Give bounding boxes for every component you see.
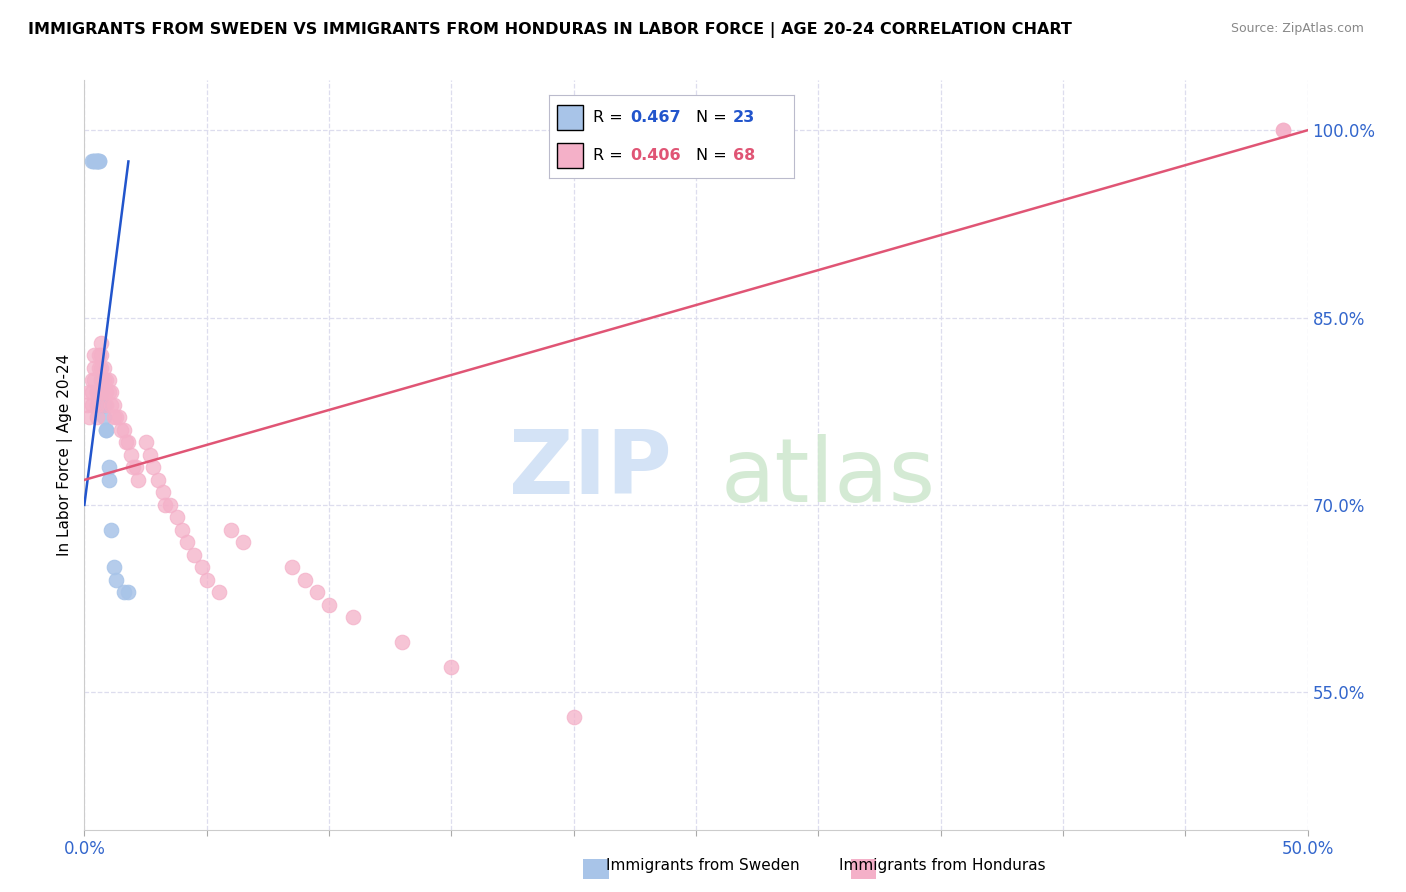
Point bbox=[281, 560, 304, 574]
Point bbox=[342, 610, 364, 624]
Point bbox=[120, 448, 142, 462]
Point bbox=[166, 510, 188, 524]
Point bbox=[191, 560, 214, 574]
Point bbox=[127, 473, 149, 487]
Text: Immigrants from Honduras: Immigrants from Honduras bbox=[839, 858, 1045, 872]
Text: IMMIGRANTS FROM SWEDEN VS IMMIGRANTS FROM HONDURAS IN LABOR FORCE | AGE 20-24 CO: IMMIGRANTS FROM SWEDEN VS IMMIGRANTS FRO… bbox=[28, 22, 1071, 38]
Point bbox=[86, 154, 108, 169]
Point bbox=[1272, 123, 1295, 137]
Point bbox=[96, 385, 118, 400]
Point bbox=[90, 373, 112, 387]
Point bbox=[80, 154, 103, 169]
Point bbox=[96, 423, 118, 437]
Point bbox=[87, 348, 110, 362]
Point bbox=[122, 460, 145, 475]
Point bbox=[183, 548, 205, 562]
Point bbox=[87, 360, 110, 375]
Point bbox=[232, 535, 254, 549]
Point bbox=[93, 360, 115, 375]
Point bbox=[87, 154, 110, 169]
Point bbox=[86, 154, 108, 169]
Point bbox=[77, 410, 100, 425]
Point bbox=[1272, 123, 1295, 137]
Point bbox=[93, 398, 115, 412]
Point bbox=[318, 598, 340, 612]
Point bbox=[90, 348, 112, 362]
Point bbox=[105, 573, 128, 587]
Point bbox=[83, 154, 105, 169]
Point bbox=[159, 498, 181, 512]
Point bbox=[117, 435, 139, 450]
Point bbox=[391, 635, 413, 649]
Text: atlas: atlas bbox=[720, 434, 935, 521]
Point bbox=[90, 335, 112, 350]
Point bbox=[90, 360, 112, 375]
Point bbox=[562, 710, 585, 724]
Point bbox=[86, 398, 108, 412]
Point bbox=[80, 373, 103, 387]
Point bbox=[153, 498, 176, 512]
Point bbox=[107, 410, 129, 425]
Point bbox=[139, 448, 162, 462]
Point bbox=[305, 585, 328, 599]
Point bbox=[83, 373, 105, 387]
Point bbox=[90, 398, 112, 412]
Y-axis label: In Labor Force | Age 20-24: In Labor Force | Age 20-24 bbox=[58, 354, 73, 556]
Point bbox=[172, 523, 194, 537]
Point bbox=[152, 485, 174, 500]
Point bbox=[93, 373, 115, 387]
Point bbox=[86, 385, 108, 400]
Text: Immigrants from Sweden: Immigrants from Sweden bbox=[606, 858, 800, 872]
Point bbox=[93, 385, 115, 400]
Point bbox=[86, 410, 108, 425]
Point bbox=[93, 398, 115, 412]
Point bbox=[219, 523, 242, 537]
Point bbox=[96, 423, 118, 437]
Point bbox=[115, 435, 138, 450]
Point bbox=[90, 373, 112, 387]
Point bbox=[83, 348, 105, 362]
Point bbox=[100, 398, 122, 412]
Point bbox=[86, 154, 108, 169]
Point bbox=[83, 154, 105, 169]
Point bbox=[86, 385, 108, 400]
Point bbox=[146, 473, 169, 487]
Point bbox=[97, 473, 120, 487]
Point bbox=[208, 585, 231, 599]
Point bbox=[125, 460, 148, 475]
Point bbox=[105, 410, 128, 425]
Point bbox=[80, 385, 103, 400]
Point bbox=[80, 398, 103, 412]
Point bbox=[112, 585, 135, 599]
Point bbox=[93, 410, 115, 425]
Point bbox=[117, 585, 139, 599]
Point bbox=[103, 398, 125, 412]
Point bbox=[77, 385, 100, 400]
Point bbox=[90, 385, 112, 400]
Point bbox=[112, 423, 135, 437]
Point bbox=[440, 660, 463, 674]
Point bbox=[135, 435, 157, 450]
Point bbox=[76, 398, 98, 412]
Point bbox=[83, 360, 105, 375]
Text: Source: ZipAtlas.com: Source: ZipAtlas.com bbox=[1230, 22, 1364, 36]
Text: ZIP: ZIP bbox=[509, 426, 672, 514]
Point bbox=[110, 423, 132, 437]
Point bbox=[97, 373, 120, 387]
Point bbox=[100, 523, 122, 537]
Point bbox=[87, 154, 110, 169]
Point bbox=[97, 385, 120, 400]
Point bbox=[195, 573, 218, 587]
Point bbox=[87, 385, 110, 400]
Point bbox=[103, 410, 125, 425]
Point bbox=[96, 373, 118, 387]
Point bbox=[100, 385, 122, 400]
Point bbox=[294, 573, 316, 587]
Point bbox=[142, 460, 165, 475]
Point bbox=[176, 535, 198, 549]
Point bbox=[97, 460, 120, 475]
Point bbox=[103, 560, 125, 574]
Point bbox=[96, 398, 118, 412]
